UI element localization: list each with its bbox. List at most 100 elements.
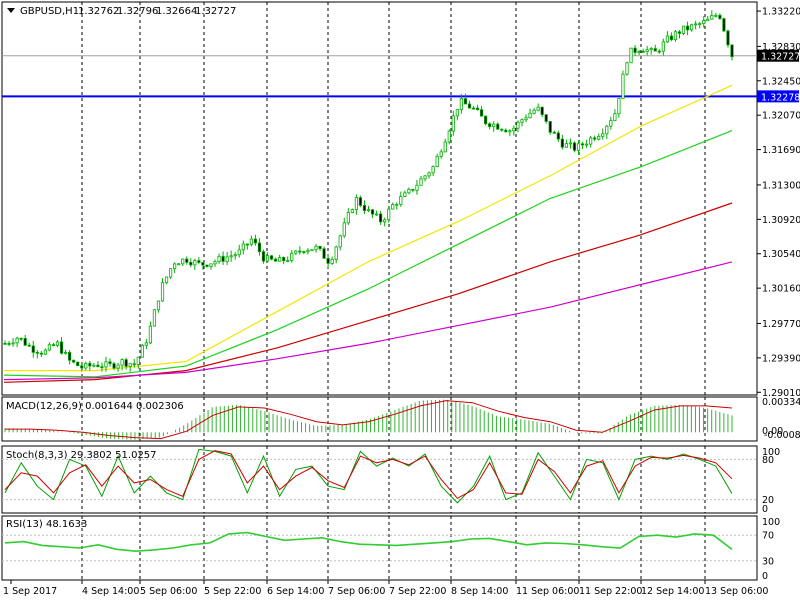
- candle-body-bull: [217, 255, 221, 262]
- candle: [221, 251, 225, 265]
- candle-body-bull: [286, 260, 290, 262]
- candle: [471, 106, 476, 110]
- candle: [419, 175, 423, 186]
- candle-body-bull: [524, 117, 528, 121]
- candle-body-bull: [589, 137, 593, 145]
- candle: [637, 49, 641, 56]
- candle-body-bear: [257, 242, 262, 253]
- candle-body-bull: [613, 113, 617, 122]
- candle: [407, 187, 411, 195]
- moving-average-green: [3, 130, 733, 378]
- candle-body-bull: [508, 130, 512, 133]
- ohlc-high: 1.32796: [117, 6, 158, 17]
- candle-body-bull: [568, 142, 573, 145]
- candle-body-bull: [229, 255, 233, 258]
- candle: [140, 343, 144, 358]
- candle: [112, 361, 116, 371]
- current-price-tag: [757, 49, 799, 62]
- candle-body-bull: [383, 219, 387, 223]
- candle-body-bull: [63, 351, 68, 354]
- candle: [15, 336, 19, 348]
- candle-body-bull: [649, 48, 653, 51]
- candle: [685, 21, 690, 36]
- candle: [661, 38, 665, 56]
- candle-body-bull: [435, 155, 439, 167]
- candle: [447, 129, 451, 145]
- candle: [710, 10, 714, 20]
- candle: [488, 122, 492, 130]
- time-tick-label: 7 Sep 22:00: [389, 586, 446, 597]
- candle-body-bull: [459, 98, 463, 110]
- candle: [76, 361, 80, 367]
- macd-label: MACD(12,26,9) 0.001644 0.002306: [6, 401, 184, 412]
- time-tick-label: 11 Sep 06:00: [516, 586, 579, 597]
- candle-body-bear: [124, 359, 128, 367]
- candle: [59, 336, 64, 355]
- candle: [11, 338, 15, 347]
- candle: [572, 141, 577, 153]
- candle-body-bull: [443, 141, 447, 153]
- candle-body-bull: [399, 196, 403, 205]
- candle: [467, 100, 472, 109]
- candle: [55, 340, 60, 348]
- time-tick-label: 5 Sep 22:00: [204, 586, 261, 597]
- candle: [552, 130, 556, 134]
- candle-body-bull: [225, 256, 229, 262]
- candle-body-bear: [245, 243, 249, 246]
- price-tick-label: 1.31300: [762, 180, 800, 191]
- candle-body-bull: [427, 172, 431, 177]
- candle-body-bear: [302, 251, 306, 253]
- price-tick-label: 1.29770: [762, 319, 800, 330]
- candle-body-bull: [714, 14, 718, 17]
- candle-body-bear: [189, 261, 193, 266]
- candle: [193, 258, 197, 270]
- candle: [496, 122, 500, 130]
- candle-body-bear: [27, 344, 31, 347]
- candle: [427, 171, 431, 179]
- candle: [532, 107, 536, 115]
- candle: [249, 235, 253, 247]
- candle-body-bear: [411, 188, 415, 191]
- candle: [160, 278, 165, 302]
- candle-body-bull: [209, 263, 213, 267]
- price-tick-label: 1.31690: [762, 145, 800, 156]
- candle: [233, 252, 237, 260]
- candle: [173, 262, 177, 273]
- candle: [585, 139, 589, 149]
- candle-body-bull: [387, 208, 391, 221]
- candle: [463, 93, 468, 105]
- time-tick-label: 11 Sep 22:00: [579, 586, 642, 597]
- candle-body-bear: [7, 343, 11, 345]
- candle: [621, 70, 625, 99]
- ohlc-open: 1.32762: [78, 6, 119, 17]
- candle: [415, 179, 419, 195]
- candle-body-bear: [479, 109, 484, 117]
- candle: [185, 256, 189, 265]
- candle: [19, 337, 23, 342]
- candle: [702, 16, 706, 28]
- candle-body-bear: [358, 197, 363, 206]
- candle: [68, 350, 72, 365]
- candle: [475, 104, 480, 111]
- candle: [265, 252, 270, 262]
- candle-body-bull: [342, 222, 346, 237]
- time-tick-label: 1 Sep 2017: [3, 586, 57, 597]
- candle-body-bear: [108, 361, 112, 365]
- candle: [492, 121, 496, 132]
- candle: [39, 350, 43, 358]
- candle: [548, 121, 552, 135]
- candle-body-bull: [455, 109, 459, 117]
- candle: [181, 258, 185, 267]
- candle: [84, 361, 88, 371]
- candle-body-bear: [496, 123, 500, 130]
- dropdown-arrow-icon[interactable]: [7, 8, 15, 13]
- stoch-tick-label: 20: [762, 495, 774, 506]
- candle-body-bull: [447, 130, 451, 143]
- candle: [589, 136, 593, 148]
- candle: [677, 30, 682, 39]
- candle-body-bear: [31, 345, 35, 353]
- candle-body-bull: [249, 238, 253, 245]
- candle: [286, 256, 290, 263]
